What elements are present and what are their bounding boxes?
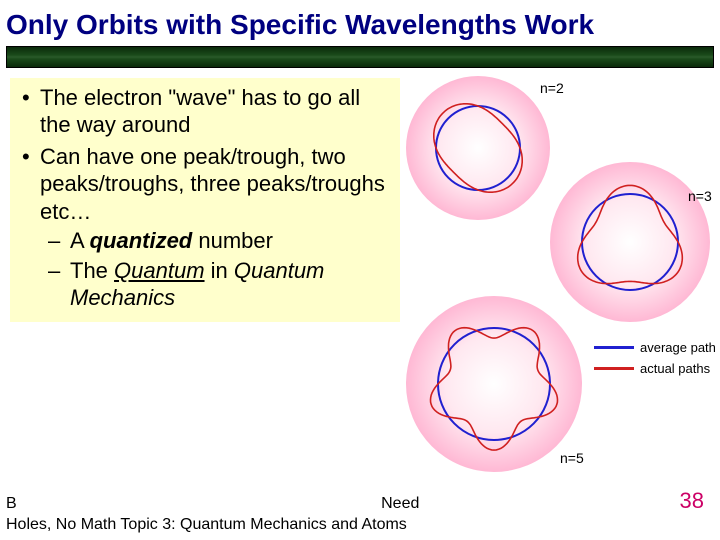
bullet-2: Can have one peak/trough, two peaks/trou… — [18, 143, 394, 312]
sub-1-quantized: quantized — [90, 228, 193, 253]
sub-2-pre: The — [70, 258, 114, 283]
legend: average path actual paths — [594, 340, 716, 382]
sub-2: The Quantum in Quantum Mechanics — [40, 257, 394, 312]
diagram-area: n=2 n=3 n=5 average path actual paths — [400, 74, 720, 494]
label-n2: n=2 — [540, 80, 564, 96]
legend-avg-line — [594, 346, 634, 349]
content-area: The electron "wave" has to go all the wa… — [0, 74, 720, 494]
orbit-svg — [400, 74, 720, 494]
sub-1-pre: A — [70, 228, 90, 253]
page-number: 38 — [680, 488, 714, 514]
footer-line1: B Need 38 — [6, 488, 714, 514]
sub-1: A quantized number — [40, 227, 394, 255]
sub-2-mid: in — [205, 258, 234, 283]
label-n3: n=3 — [688, 188, 712, 204]
footer: B Need 38 Holes, No Math Topic 3: Quantu… — [6, 488, 714, 534]
legend-avg: average path — [594, 340, 716, 355]
label-n5: n=5 — [560, 450, 584, 466]
sub-1-post: number — [192, 228, 273, 253]
bullet-list: The electron "wave" has to go all the wa… — [18, 84, 394, 312]
footer-l1-right: Need — [381, 495, 419, 512]
legend-avg-label: average path — [640, 340, 716, 355]
sub-2-quantum: Quantum — [114, 258, 205, 283]
legend-actual-label: actual paths — [640, 361, 710, 376]
footer-l1-left: B — [6, 495, 17, 512]
title-underline — [6, 46, 714, 68]
bullet-text-box: The electron "wave" has to go all the wa… — [10, 78, 400, 322]
bullet-2-text: Can have one peak/trough, two peaks/trou… — [40, 144, 385, 224]
footer-line2: Holes, No Math Topic 3: Quantum Mechanic… — [6, 515, 714, 534]
bullet-1: The electron "wave" has to go all the wa… — [18, 84, 394, 139]
slide-title: Only Orbits with Specific Wavelengths Wo… — [0, 0, 720, 46]
legend-actual-line — [594, 367, 634, 370]
sub-list: A quantized number The Quantum in Quantu… — [40, 227, 394, 312]
legend-actual: actual paths — [594, 361, 716, 376]
